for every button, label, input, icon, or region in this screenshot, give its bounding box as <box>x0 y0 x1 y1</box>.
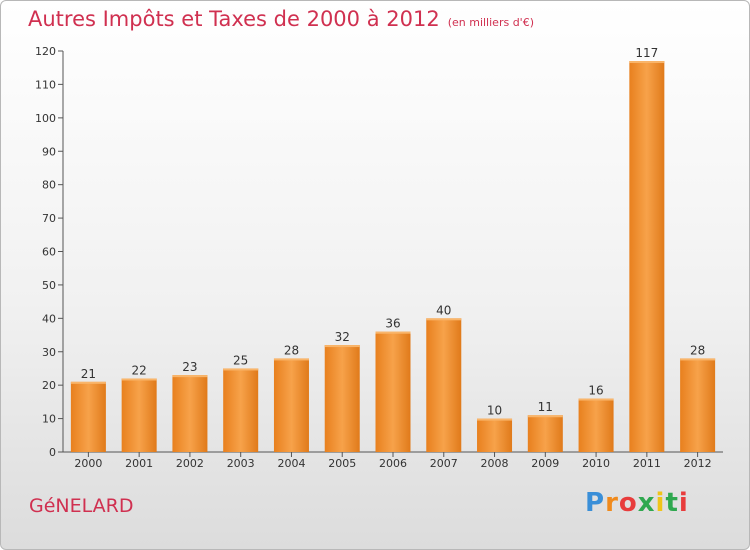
y-tick-label: 80 <box>42 179 56 192</box>
logo-letter: o <box>618 488 638 518</box>
bar-top-highlight <box>426 318 462 321</box>
bar <box>70 381 106 452</box>
bar <box>477 418 513 452</box>
y-tick-label: 40 <box>42 312 56 325</box>
x-tick-label: 2004 <box>277 457 305 470</box>
data-label: 28 <box>284 343 299 357</box>
data-label: 16 <box>588 384 603 398</box>
bar-top-highlight <box>324 345 360 348</box>
bar <box>324 345 360 452</box>
x-tick-label: 2005 <box>328 457 356 470</box>
logo-letter: x <box>637 488 656 518</box>
x-tick-label: 2011 <box>633 457 661 470</box>
x-tick-label: 2003 <box>227 457 255 470</box>
data-label: 117 <box>635 46 658 60</box>
y-tick-label: 20 <box>42 379 56 392</box>
chart-subtitle: (en milliers d'€) <box>447 16 534 29</box>
data-label: 10 <box>487 404 502 418</box>
logo-letter: P <box>585 488 606 518</box>
bar <box>629 61 665 453</box>
y-tick-label: 90 <box>42 145 56 158</box>
data-label: 22 <box>132 363 147 377</box>
data-label: 32 <box>335 330 350 344</box>
bar-top-highlight <box>223 368 259 371</box>
bar-top-highlight <box>578 398 614 401</box>
x-tick-label: 2006 <box>379 457 407 470</box>
bar <box>121 378 157 452</box>
x-tick-label: 2010 <box>582 457 610 470</box>
logo-letter: r <box>605 488 619 518</box>
x-tick-label: 2012 <box>684 457 712 470</box>
bar-top-highlight <box>172 375 208 378</box>
bar <box>273 358 309 452</box>
bar-top-highlight <box>375 331 411 334</box>
bar-top-highlight <box>70 381 106 384</box>
axes: 0 10 20 30 40 50 60 70 80 90 100 110 120 2000 2001 2002… <box>35 45 723 470</box>
y-tick-label: 100 <box>35 112 56 125</box>
x-tick-label: 2000 <box>74 457 102 470</box>
x-tick-label: 2001 <box>125 457 153 470</box>
data-label: 23 <box>182 360 197 374</box>
logo-letter: i <box>678 488 689 518</box>
y-tick-label: 110 <box>35 78 56 91</box>
data-labels: 21 22 23 25 28 32 36 40 10 11 16 117 28 <box>81 46 706 418</box>
town-name: GéNELARD <box>29 495 134 517</box>
bar-top-highlight <box>121 378 157 381</box>
bar <box>578 398 614 452</box>
bars <box>70 61 716 453</box>
y-tick-label: 60 <box>42 246 56 259</box>
y-tick-label: 70 <box>42 212 56 225</box>
x-tick-label: 2007 <box>430 457 458 470</box>
data-label: 36 <box>385 317 400 331</box>
data-label: 21 <box>81 367 96 381</box>
data-label: 11 <box>538 400 553 414</box>
bar <box>172 375 208 452</box>
data-label: 28 <box>690 343 705 357</box>
x-tick-label: 2008 <box>481 457 509 470</box>
bar-top-highlight <box>273 358 309 361</box>
title-text: Autres Impôts et Taxes de 2000 à 2012 <box>28 7 440 31</box>
y-tick-label: 120 <box>35 45 56 58</box>
bar <box>375 331 411 452</box>
logo-letter: i <box>655 488 666 518</box>
bar <box>680 358 716 452</box>
y-tick-label: 30 <box>42 346 56 359</box>
chart-title: Autres Impôts et Taxes de 2000 à 2012 (en… <box>28 7 534 31</box>
data-label: 40 <box>436 303 451 317</box>
bar-top-highlight <box>629 61 665 64</box>
bar-top-highlight <box>477 418 513 421</box>
proxiti-logo: Proxiti <box>585 488 689 518</box>
y-tick-label: 50 <box>42 279 56 292</box>
x-tick-label: 2009 <box>531 457 559 470</box>
y-tick-label: 0 <box>49 446 56 459</box>
bar <box>527 415 563 452</box>
x-tick-label: 2002 <box>176 457 204 470</box>
y-tick-label: 10 <box>42 413 56 426</box>
logo-letter: t <box>665 488 679 518</box>
bar-top-highlight <box>527 415 563 418</box>
bar-top-highlight <box>680 358 716 361</box>
bar <box>223 368 259 452</box>
bar <box>426 318 462 452</box>
data-label: 25 <box>233 353 248 367</box>
